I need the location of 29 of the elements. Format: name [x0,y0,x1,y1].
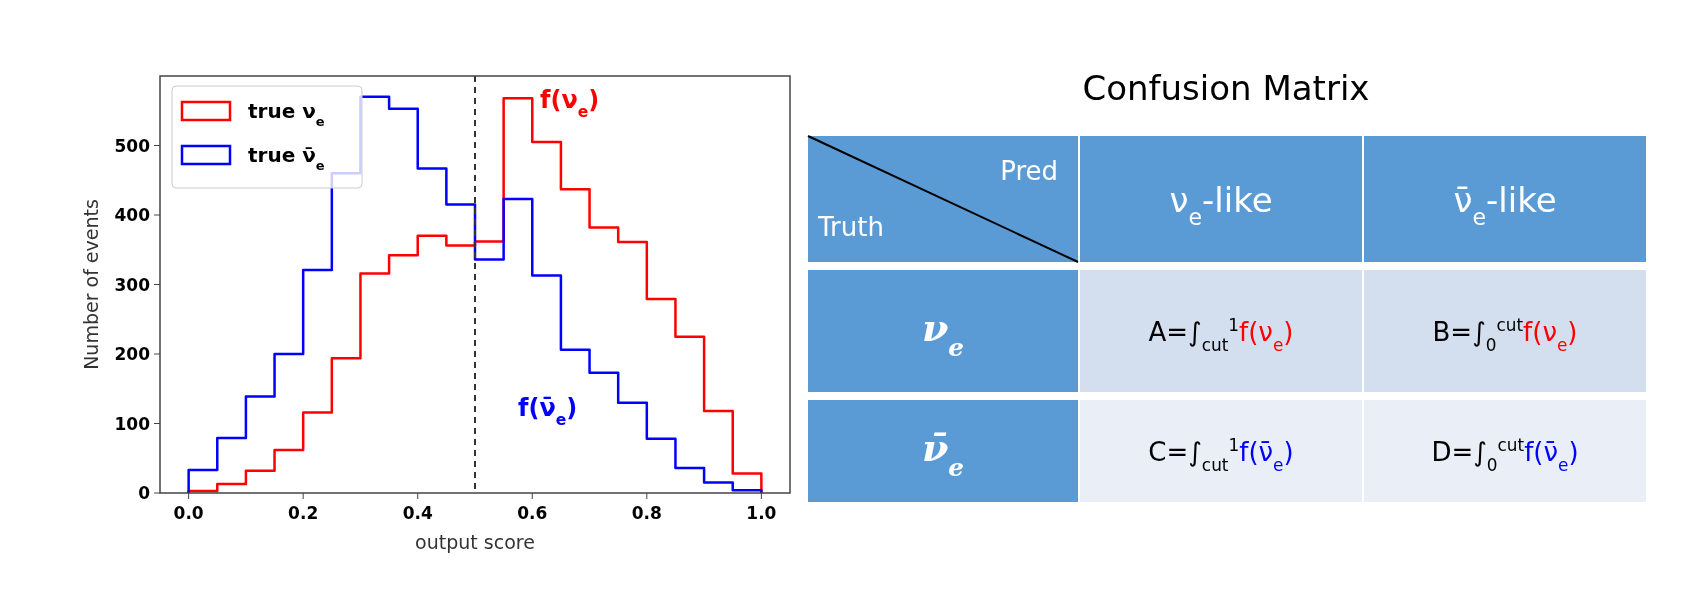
x-tick-label: 0.8 [631,503,662,523]
legend-label: true ν̄$_{e}$ [248,143,325,173]
text: A=∫$_{cut}$$^{1}$f(ν$_{e}$) [1148,315,1294,355]
text: Pred [1000,156,1058,186]
x-tick-label: 0.2 [288,503,319,523]
text: Confusion Matrix [1082,68,1370,108]
y-tick-label: 500 [114,135,151,156]
y-tick-label: 100 [114,413,151,434]
x-tick-label: 0.6 [517,503,548,523]
y-tick-label: 300 [114,274,151,295]
text: C=∫$_{cut}$$^{1}$f(ν̄$_{e}$) [1148,435,1294,475]
annotation: f(ν$_{e}$) [540,86,600,121]
text: Truth [817,212,884,242]
text: D=∫$_{0}$$^{cut}$f(ν̄$_{e}$) [1431,435,1579,475]
y-axis-title: Number of events [80,199,102,370]
annotation: f(ν̄$_{e}$) [518,394,578,429]
legend-label: true ν$_{e}$ [248,99,325,129]
x-tick-label: 0.0 [173,503,204,523]
category-label: ν$_{e}$-like [1169,180,1273,230]
category-label: ν$_{e}$ [921,305,965,362]
category-label: ν̄$_{e}$ [921,425,965,482]
text: B=∫$_{0}$$^{cut}$f(ν$_{e}$) [1432,315,1578,355]
x-tick-label: 0.4 [402,503,433,523]
y-tick-label: 200 [114,344,151,364]
x-tick-label: 1.0 [746,503,777,523]
y-tick-label: 0 [138,483,151,503]
y-tick-label: 400 [114,205,151,225]
category-label: ν̄$_{e}$-like [1453,180,1557,230]
x-axis-title: output score [415,531,535,553]
